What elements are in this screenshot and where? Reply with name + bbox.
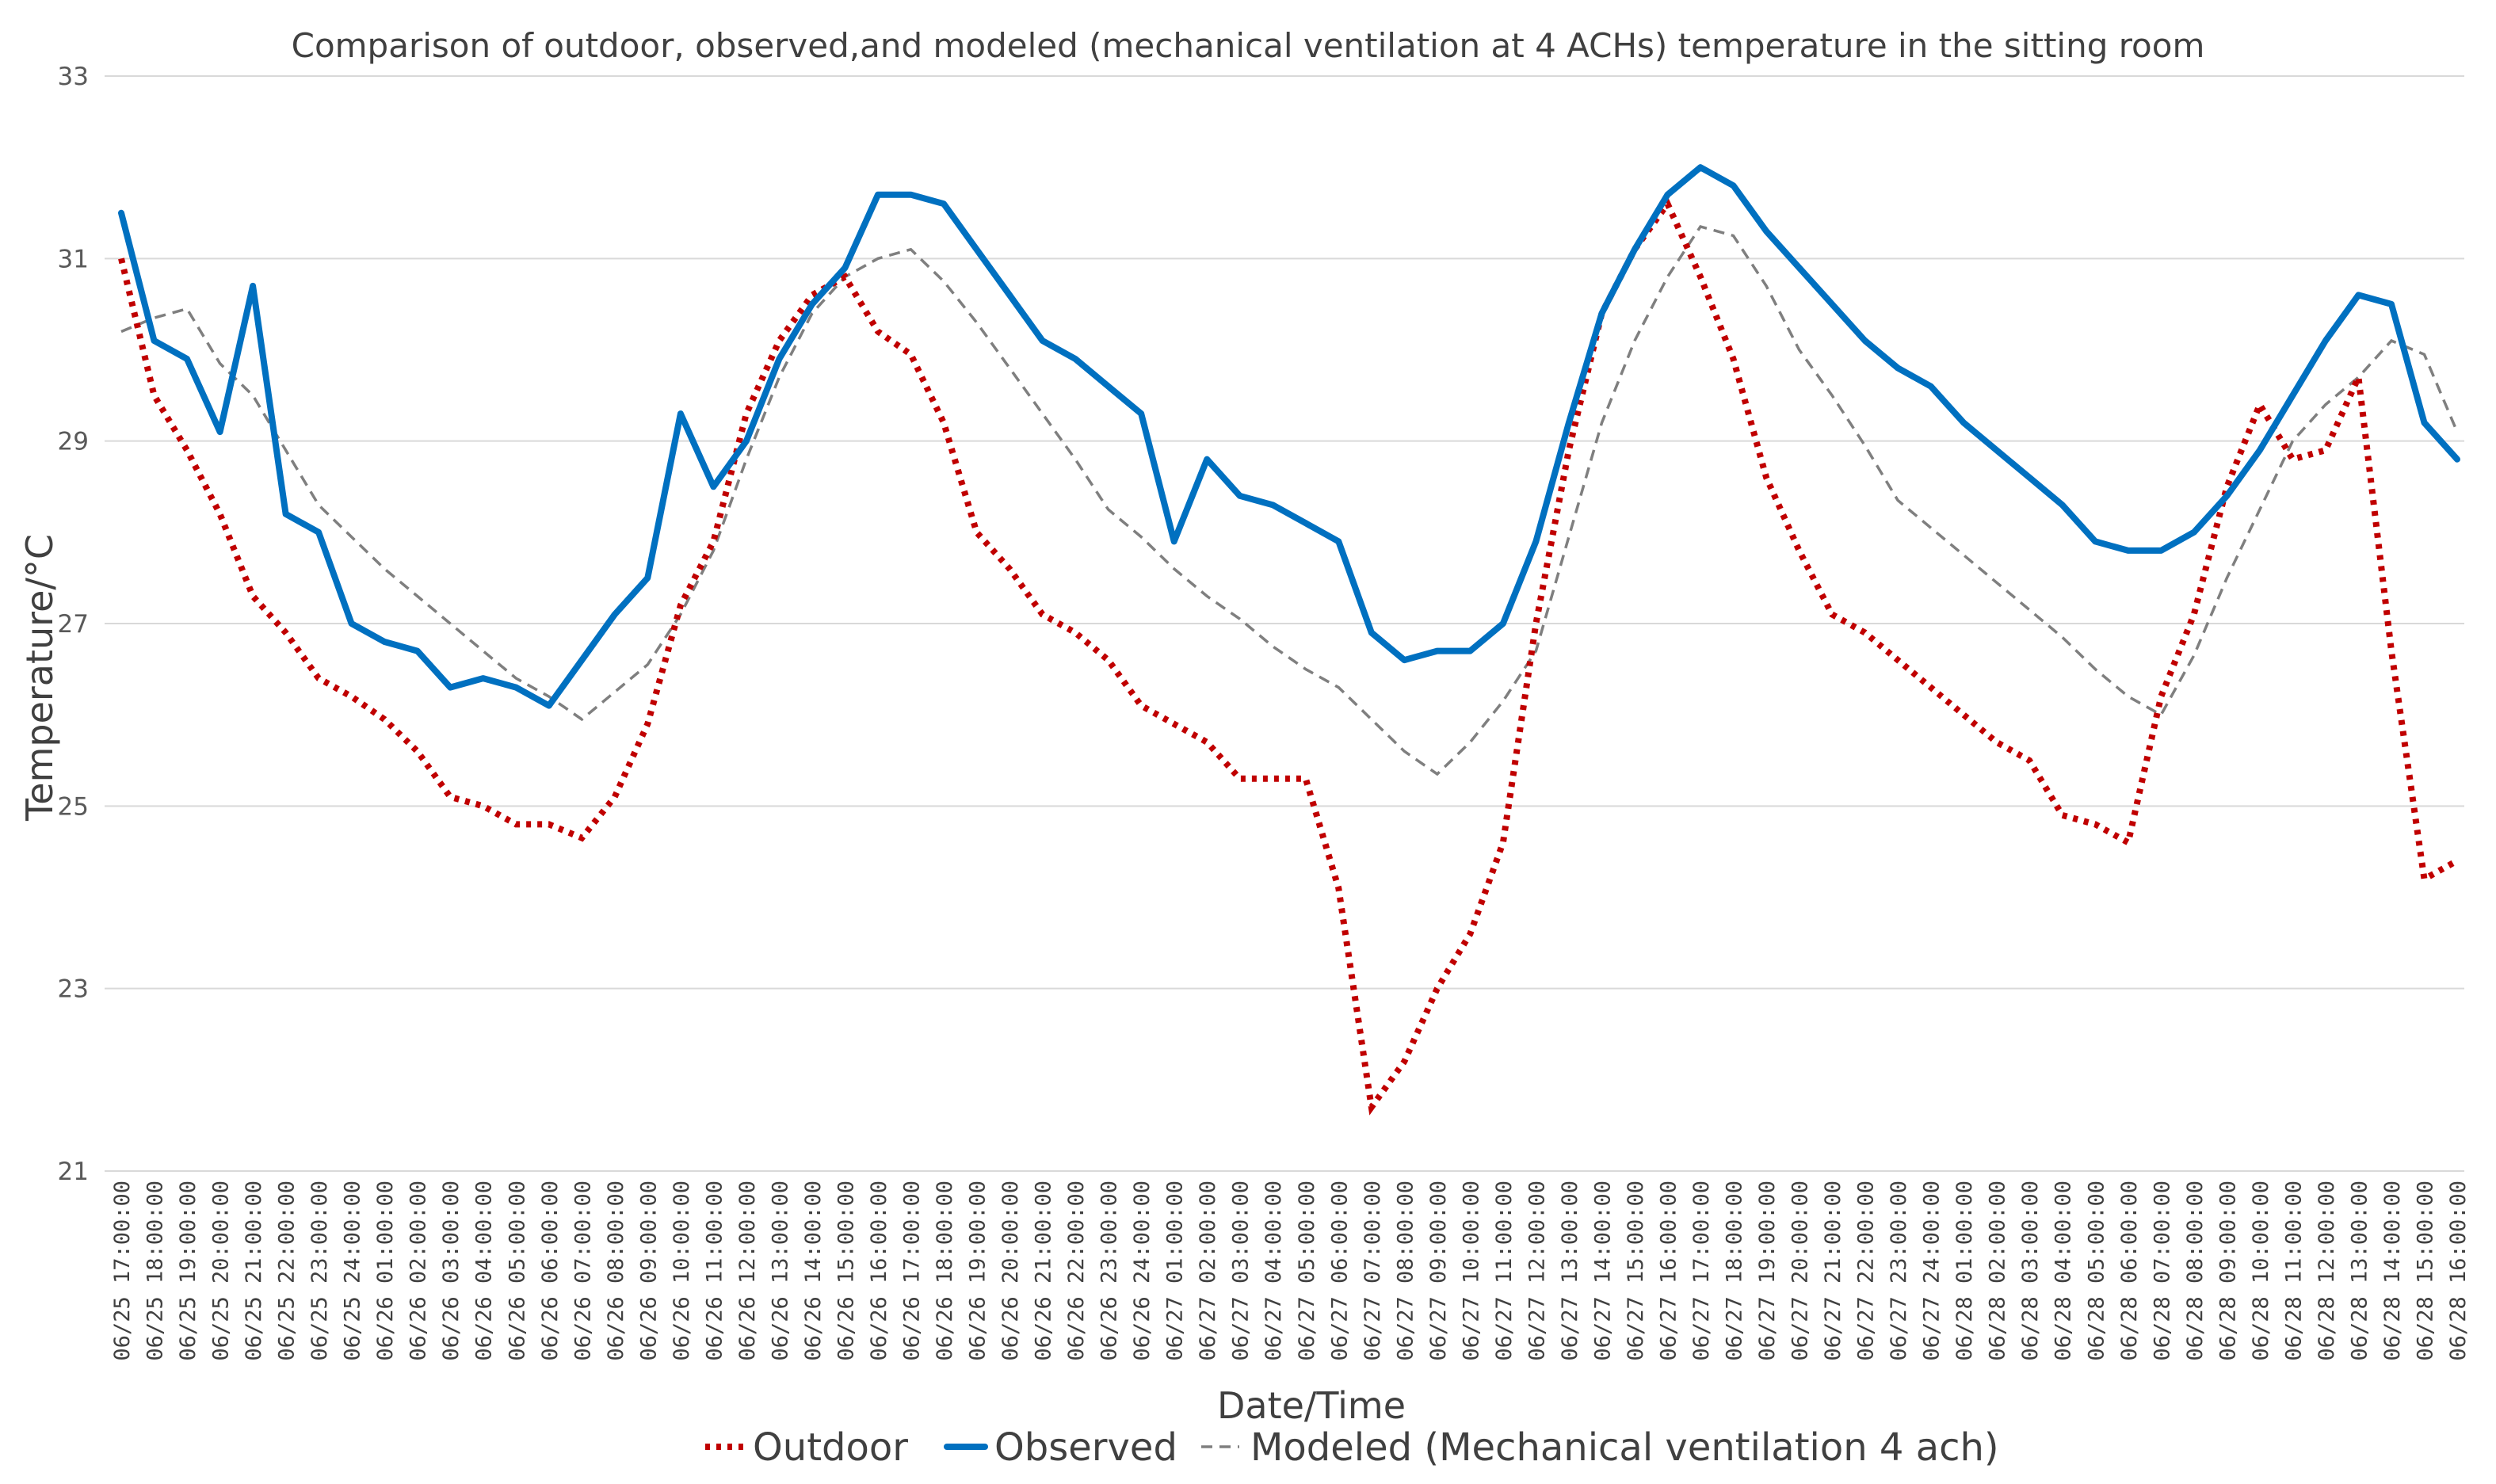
x-tick-label: 06/28 01:00:00 [1952, 1181, 1977, 1361]
x-tick-label: 06/27 16:00:00 [1656, 1181, 1681, 1361]
legend-label-observed: Observed [994, 1425, 1177, 1470]
x-tick-label: 06/27 03:00:00 [1229, 1181, 1254, 1361]
x-axis-ticks: 06/25 17:00:00 06/25 18:00:00 06/25 19:00:… [110, 1181, 2471, 1361]
y-tick-label: 25 [58, 792, 89, 821]
x-tick-label: 06/28 08:00:00 [2183, 1181, 2208, 1361]
x-tick-label: 06/26 11:00:00 [702, 1181, 727, 1361]
x-tick-label: 06/26 07:00:00 [571, 1181, 595, 1361]
x-tick-label: 06/28 12:00:00 [2315, 1181, 2339, 1361]
x-tick-label: 06/26 18:00:00 [933, 1181, 957, 1361]
x-tick-label: 06/25 22:00:00 [275, 1181, 300, 1361]
x-tick-label: 06/26 09:00:00 [636, 1181, 661, 1361]
x-tick-label: 06/27 22:00:00 [1854, 1181, 1879, 1361]
x-tick-label: 06/27 21:00:00 [1821, 1181, 1845, 1361]
series-line-outdoor [118, 197, 2459, 1116]
x-tick-label: 06/27 08:00:00 [1393, 1181, 1418, 1361]
x-tick-label: 06/28 14:00:00 [2380, 1181, 2405, 1361]
y-tick-label: 27 [58, 610, 89, 639]
x-tick-label: 06/27 11:00:00 [1492, 1181, 1517, 1361]
x-tick-label: 06/26 03:00:00 [439, 1181, 464, 1361]
x-tick-label: 06/28 16:00:00 [2446, 1181, 2471, 1361]
x-tick-label: 06/26 12:00:00 [735, 1181, 760, 1361]
series-line-observed [118, 164, 2460, 709]
x-tick-label: 06/26 10:00:00 [670, 1181, 694, 1361]
x-tick-label: 06/27 10:00:00 [1459, 1181, 1483, 1361]
x-tick-label: 06/26 04:00:00 [472, 1181, 497, 1361]
x-tick-label: 06/26 02:00:00 [406, 1181, 431, 1361]
x-tick-label: 06/27 02:00:00 [1196, 1181, 1220, 1361]
x-tick-label: 06/25 19:00:00 [176, 1181, 200, 1361]
y-tick-label: 33 [58, 63, 89, 91]
x-tick-label: 06/26 05:00:00 [505, 1181, 529, 1361]
series-line-modeled [120, 224, 2459, 776]
x-tick-label: 06/28 13:00:00 [2347, 1181, 2372, 1361]
x-tick-label: 06/26 21:00:00 [1032, 1181, 1056, 1361]
x-tick-label: 06/25 20:00:00 [209, 1181, 234, 1361]
x-tick-label: 06/28 15:00:00 [2413, 1181, 2437, 1361]
x-tick-label: 06/28 11:00:00 [2281, 1181, 2306, 1361]
x-tick-label: 06/26 08:00:00 [604, 1181, 628, 1361]
y-tick-label: 31 [58, 245, 89, 273]
x-tick-label: 06/27 14:00:00 [1590, 1181, 1615, 1361]
x-tick-label: 06/28 09:00:00 [2215, 1181, 2240, 1361]
x-tick-label: 06/27 20:00:00 [1788, 1181, 1813, 1361]
x-tick-label: 06/27 09:00:00 [1426, 1181, 1451, 1361]
y-tick-label: 21 [58, 1158, 89, 1186]
x-tick-label: 06/26 19:00:00 [966, 1181, 990, 1361]
x-tick-label: 06/27 19:00:00 [1755, 1181, 1780, 1361]
x-tick-label: 06/25 23:00:00 [307, 1181, 332, 1361]
x-tick-label: 06/25 24:00:00 [341, 1181, 365, 1361]
chart-title: Comparison of outdoor, observed,and mode… [292, 26, 2205, 65]
x-tick-label: 06/28 06:00:00 [2117, 1181, 2142, 1361]
x-tick-label: 06/25 18:00:00 [143, 1181, 168, 1361]
x-axis-label: Date/Time [1217, 1384, 1406, 1427]
x-tick-label: 06/27 18:00:00 [1723, 1181, 1747, 1361]
x-tick-label: 06/27 15:00:00 [1624, 1181, 1648, 1361]
x-tick-label: 06/28 04:00:00 [2051, 1181, 2076, 1361]
y-tick-label: 23 [58, 975, 89, 1004]
gridlines [105, 75, 2464, 1172]
x-tick-label: 06/27 06:00:00 [1327, 1181, 1352, 1361]
x-tick-label: 06/28 03:00:00 [2018, 1181, 2043, 1361]
x-tick-label: 06/26 16:00:00 [867, 1181, 891, 1361]
x-tick-label: 06/26 24:00:00 [1130, 1181, 1154, 1361]
x-tick-label: 06/26 23:00:00 [1097, 1181, 1122, 1361]
x-tick-label: 06/26 06:00:00 [538, 1181, 563, 1361]
x-tick-label: 06/26 14:00:00 [801, 1181, 826, 1361]
legend-label-outdoor: Outdoor [753, 1425, 908, 1470]
y-axis-ticks: 21 23 25 27 29 31 33 [58, 63, 89, 1186]
x-tick-label: 06/25 17:00:00 [110, 1181, 135, 1361]
x-tick-label: 06/28 10:00:00 [2249, 1181, 2273, 1361]
x-tick-label: 06/25 21:00:00 [242, 1181, 266, 1361]
x-tick-label: 06/26 20:00:00 [998, 1181, 1023, 1361]
legend: Outdoor Observed Modeled (Mechanical venti… [705, 1425, 1999, 1470]
legend-label-modeled: Modeled (Mechanical ventilation 4 ach) [1250, 1425, 1999, 1470]
x-tick-label: 06/26 17:00:00 [900, 1181, 925, 1361]
x-tick-label: 06/27 07:00:00 [1361, 1181, 1385, 1361]
x-tick-label: 06/27 13:00:00 [1558, 1181, 1582, 1361]
x-tick-label: 06/27 24:00:00 [1920, 1181, 1945, 1361]
x-tick-label: 06/27 05:00:00 [1295, 1181, 1319, 1361]
x-tick-label: 06/26 22:00:00 [1064, 1181, 1089, 1361]
x-tick-label: 06/28 05:00:00 [2084, 1181, 2109, 1361]
x-tick-label: 06/28 07:00:00 [2150, 1181, 2174, 1361]
y-tick-label: 29 [58, 428, 89, 456]
x-tick-label: 06/27 17:00:00 [1689, 1181, 1714, 1361]
x-tick-label: 06/28 02:00:00 [1986, 1181, 2010, 1361]
x-tick-label: 06/27 23:00:00 [1887, 1181, 1911, 1361]
x-tick-label: 06/27 04:00:00 [1261, 1181, 1286, 1361]
x-tick-label: 06/27 01:00:00 [1163, 1181, 1188, 1361]
x-tick-label: 06/27 12:00:00 [1525, 1181, 1549, 1361]
x-tick-label: 06/26 15:00:00 [834, 1181, 858, 1361]
x-tick-label: 06/26 13:00:00 [768, 1181, 792, 1361]
x-tick-label: 06/26 01:00:00 [373, 1181, 398, 1361]
series-lines [118, 164, 2460, 1116]
y-axis-label: Temperature/°C [18, 534, 61, 822]
